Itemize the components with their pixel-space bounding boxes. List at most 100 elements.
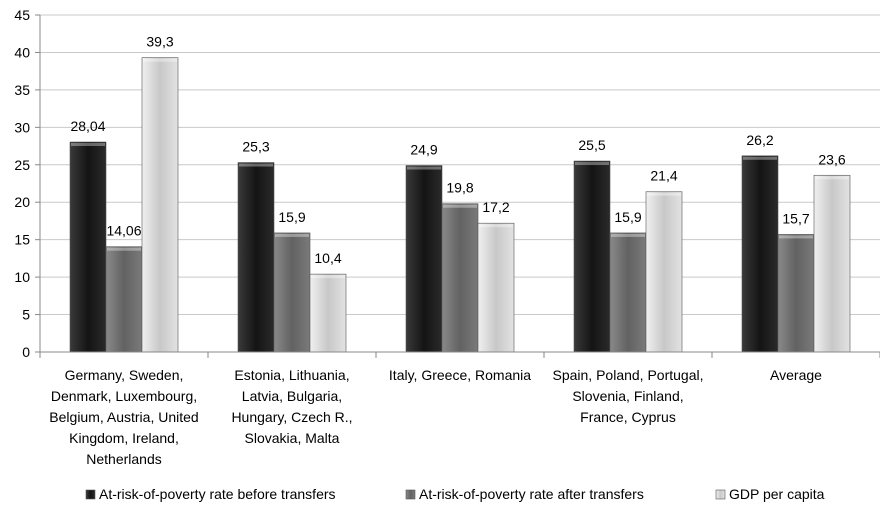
- bar: [309, 273, 347, 353]
- bar-body: [573, 160, 611, 353]
- bar-bevel: [443, 204, 477, 208]
- bar: [609, 232, 647, 353]
- data-label: 21,4: [650, 168, 677, 184]
- bar-bevel: [71, 143, 105, 147]
- bar: [741, 155, 779, 353]
- bar: [105, 246, 143, 353]
- bar: [813, 174, 851, 353]
- data-labels: 28,04 14,06 39,3 25,3 15,9 10,4 24,9 19,8 17,2 25…: [70, 34, 845, 266]
- bar-body: [777, 234, 815, 353]
- bar: [141, 57, 179, 353]
- y-tick-label: 5: [22, 307, 30, 323]
- x-category-label: Germany, Sweden,: [65, 367, 184, 383]
- bar-body: [645, 191, 683, 353]
- x-category-label: Estonia, Lithuania,: [234, 367, 349, 383]
- bar: [777, 234, 815, 353]
- bar-bevel: [611, 233, 645, 237]
- legend-swatch: [405, 489, 416, 500]
- bar-bevel: [275, 233, 309, 237]
- data-label: 25,3: [242, 139, 269, 155]
- bar-bevel: [779, 235, 813, 239]
- bar-body: [477, 222, 515, 353]
- bar: [237, 162, 275, 353]
- data-label: 10,4: [314, 250, 341, 266]
- bar: [477, 222, 515, 353]
- bar: [645, 191, 683, 353]
- y-tick-label: 40: [14, 44, 30, 60]
- bar-bevel: [479, 224, 513, 228]
- bar-body: [441, 203, 479, 353]
- bar-bevel: [311, 275, 345, 279]
- y-tick-label: 45: [14, 7, 30, 23]
- legend-label: At-risk-of-poverty rate after transfers: [419, 486, 644, 502]
- data-label: 39,3: [146, 34, 173, 50]
- legend-item: At-risk-of-poverty rate after transfers: [405, 486, 644, 502]
- x-category-label: Latvia, Bulgaria,: [242, 388, 342, 404]
- legend: At-risk-of-poverty rate before transfers…: [85, 486, 825, 502]
- bar-body: [609, 232, 647, 353]
- x-category-label: Slovenia, Finland,: [572, 388, 683, 404]
- legend-item: GDP per capita: [715, 486, 825, 502]
- bar: [405, 165, 443, 353]
- bar-body: [309, 273, 347, 353]
- legend-swatch: [715, 489, 726, 500]
- data-label: 28,04: [70, 118, 105, 134]
- x-category-label: Netherlands: [86, 451, 162, 467]
- gridlines: [40, 14, 880, 316]
- bar: [69, 141, 107, 353]
- bar-bevel: [239, 163, 273, 167]
- x-category-label: Slovakia, Malta: [245, 430, 340, 446]
- x-category-label: Average: [770, 367, 822, 383]
- y-tick-label: 25: [14, 157, 30, 173]
- bar-bevel: [575, 162, 609, 166]
- bar-body: [813, 174, 851, 353]
- data-label: 17,2: [482, 199, 509, 215]
- bar-body: [741, 155, 779, 353]
- x-category-label: Spain, Poland, Portugal,: [553, 367, 704, 383]
- data-label: 14,06: [106, 223, 141, 239]
- data-label: 19,8: [446, 180, 473, 196]
- x-category-label: Italy, Greece, Romania: [389, 367, 531, 383]
- data-label: 15,9: [614, 209, 641, 225]
- bar: [273, 232, 311, 353]
- bar: [441, 203, 479, 353]
- y-tick-label: 30: [14, 119, 30, 135]
- legend-label: At-risk-of-poverty rate before transfers: [99, 486, 336, 502]
- y-axis: 0 5 10 15 20 25 30 35 40 45: [14, 7, 41, 360]
- bar-bevel: [107, 247, 141, 251]
- y-tick-label: 20: [14, 194, 30, 210]
- bar-body: [273, 232, 311, 353]
- legend-swatch: [85, 489, 96, 500]
- bars: [69, 57, 851, 353]
- data-label: 15,7: [782, 210, 809, 226]
- data-label: 26,2: [746, 132, 773, 148]
- x-category-label: Hungary, Czech R.,: [231, 409, 352, 425]
- bar-bevel: [743, 156, 777, 160]
- legend-label: GDP per capita: [729, 486, 825, 502]
- data-label: 24,9: [410, 142, 437, 158]
- bar-bevel: [647, 192, 681, 196]
- x-category-label: France, Cyprus: [580, 409, 676, 425]
- y-tick-label: 35: [14, 82, 30, 98]
- data-label: 23,6: [818, 151, 845, 167]
- y-tick-label: 0: [22, 344, 30, 360]
- bar-bevel: [407, 166, 441, 170]
- bar-bevel: [815, 176, 849, 180]
- data-label: 25,5: [578, 137, 605, 153]
- bar-body: [237, 162, 275, 353]
- bar: [573, 160, 611, 353]
- bar-body: [141, 57, 179, 353]
- x-category-label: Kingdom, Ireland,: [69, 430, 179, 446]
- legend-item: At-risk-of-poverty rate before transfers: [85, 486, 336, 502]
- data-label: 15,9: [278, 209, 305, 225]
- bar-body: [69, 141, 107, 353]
- x-category-label: Belgium, Austria, United: [49, 409, 198, 425]
- y-tick-label: 10: [14, 269, 30, 285]
- x-category-label: Denmark, Luxembourg,: [51, 388, 197, 404]
- bar-body: [405, 165, 443, 353]
- bar-body: [105, 246, 143, 353]
- y-tick-label: 15: [14, 232, 30, 248]
- x-axis: Germany, Sweden, Denmark, Luxembourg, Belg…: [39, 351, 880, 467]
- bar-bevel: [143, 58, 177, 62]
